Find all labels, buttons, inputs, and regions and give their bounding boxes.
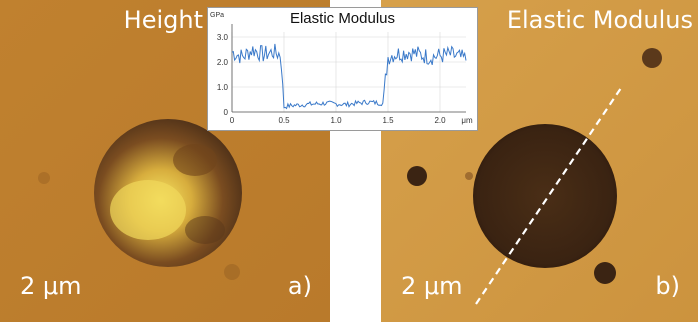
panel-title-height: Height: [123, 6, 203, 34]
y-tick-label: 2.0: [217, 58, 229, 67]
x-tick-label: 2.0: [434, 116, 446, 125]
profile-line: [475, 84, 624, 305]
y-unit-label: GPa: [210, 12, 224, 19]
panel-letter-b: b): [655, 272, 680, 300]
elastic-modulus-map-image: [381, 0, 698, 322]
x-tick-label: 1.5: [382, 116, 394, 125]
y-tick-label: 1.0: [217, 83, 229, 92]
chart-title: Elastic Modulus: [289, 10, 396, 27]
y-tick-label: 3.0: [217, 33, 229, 42]
scale-bar-label: 2 μm: [20, 272, 82, 300]
panel-letter-a: a): [287, 272, 312, 300]
x-tick-label: 1.0: [330, 116, 342, 125]
x-tick-label: 0.5: [278, 116, 290, 125]
elastic-modulus-map-panel: Elastic Modulus 2 μm b): [381, 0, 698, 322]
scale-bar-label: 2 μm: [401, 272, 463, 300]
chart-plot: 0 1.0 2.0 3.0 0 0.5 1.0 1.5 2.0 GPa μm: [210, 12, 473, 125]
y-tick-label: 0: [224, 108, 229, 117]
elastic-modulus-profile-chart: Elastic Modulus 0 1.0 2.0 3.0 0 0.5 1.0 1.5 2.0 G…: [207, 7, 478, 131]
x-unit-label: μm: [461, 116, 473, 125]
series-line-elastic-modulus: [231, 43, 467, 110]
panel-title-elastic-modulus: Elastic Modulus: [506, 6, 693, 34]
x-tick-label: 0: [230, 116, 235, 125]
